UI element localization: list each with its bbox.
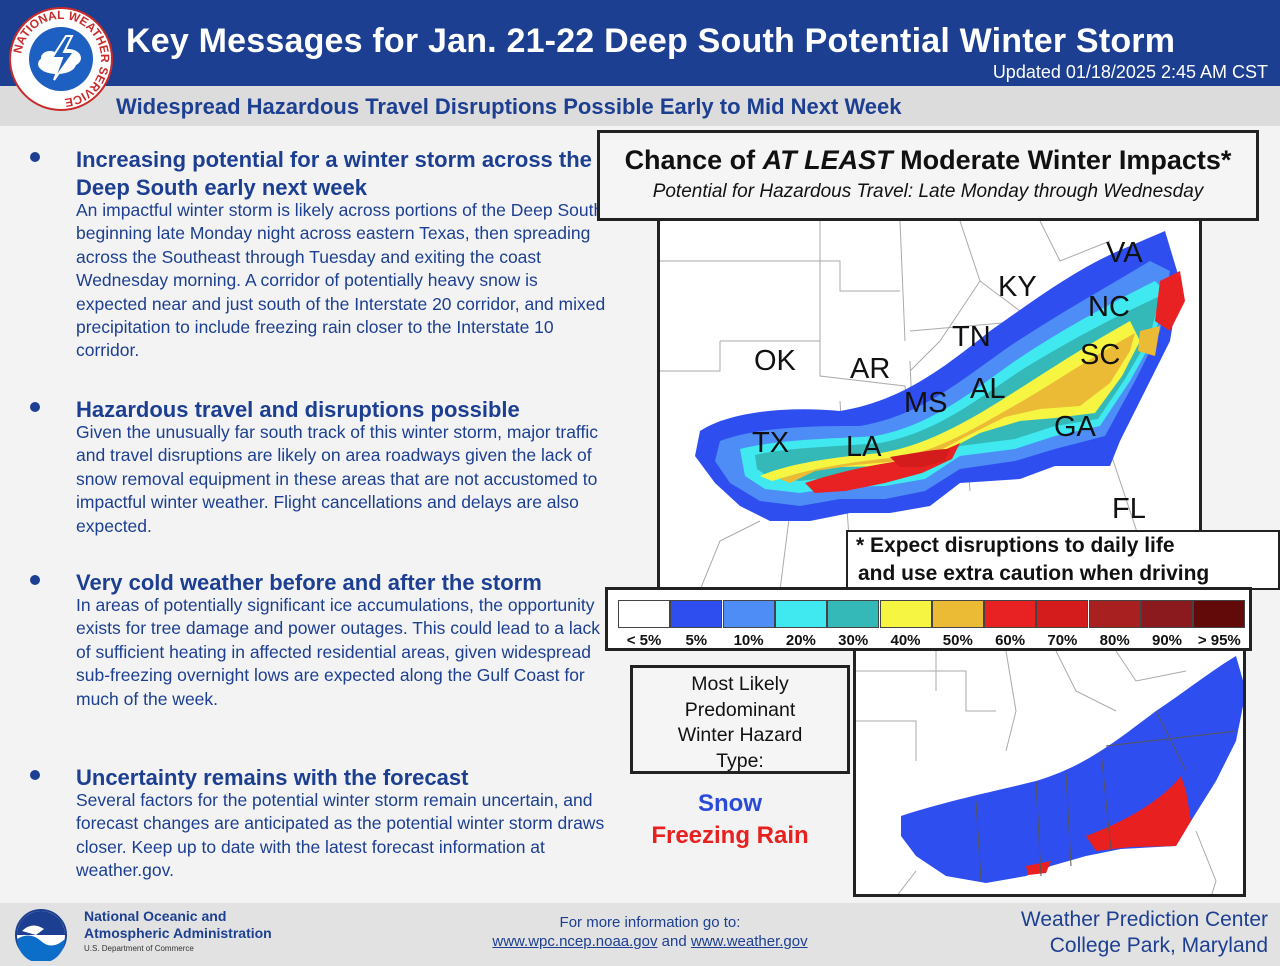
snow-legend-label: Snow: [698, 790, 762, 817]
disruption-note-line2: and use extra caution when driving: [858, 562, 1210, 585]
legend-label: 50%: [942, 632, 973, 649]
key-message-heading: Hazardous travel and disruptions possibl…: [76, 397, 520, 422]
key-message-body: Given the unusually far south track of t…: [76, 422, 598, 536]
impact-probability-map: VA KY NC TN SC OK AR AL MS GA TX LA FL: [657, 221, 1202, 590]
impact-map-graphic: [660, 221, 1185, 590]
state-label-fl: FL: [1112, 493, 1146, 525]
impact-map-subtitle: Potential for Hazardous Travel: Late Mon…: [652, 181, 1204, 202]
legend-swatch: [670, 600, 723, 628]
legend-label: 20%: [785, 632, 816, 649]
noaa-logo-icon: [15, 909, 67, 961]
hazard-type-map-graphic: [856, 651, 1243, 894]
legend-label: > 95%: [1197, 632, 1241, 649]
wpc-name: Weather Prediction Center: [1020, 908, 1268, 931]
legend-label: 10%: [733, 632, 764, 649]
disruption-note-line1: * Expect disruptions to daily life: [856, 534, 1175, 557]
wpc-location: College Park, Maryland: [1049, 934, 1268, 957]
impact-map-title: Chance of AT LEAST Moderate Winter Impac…: [624, 145, 1232, 175]
freezing-rain-legend-label: Freezing Rain: [651, 822, 809, 849]
state-label-la: LA: [846, 431, 882, 463]
legend-swatch: [1036, 600, 1089, 628]
hazard-type-line3: Winter Hazard: [677, 724, 803, 746]
bullet-icon: [30, 152, 40, 162]
legend-swatch: [879, 600, 932, 628]
bullet-icon: [30, 575, 40, 585]
state-label-ok: OK: [754, 345, 796, 377]
hazard-type-box: Most Likely Predominant Winter Hazard Ty…: [630, 665, 850, 774]
key-message-body: An impactful winter storm is likely acro…: [76, 200, 606, 361]
key-message-heading: Uncertainty remains with the forecast: [76, 765, 469, 790]
legend-swatch: [1141, 600, 1193, 628]
state-label-ar: AR: [850, 353, 891, 385]
noaa-name-line2: Atmospheric Administration: [84, 925, 272, 941]
hazard-type-map: [853, 651, 1246, 897]
legend-swatch: [1193, 600, 1246, 628]
subheader-bar: Widespread Hazardous Travel Disruptions …: [0, 86, 1280, 126]
legend-label: 30%: [838, 632, 869, 649]
state-label-tx: TX: [752, 427, 790, 459]
key-message-heading: Increasing potential for a winter storm …: [76, 147, 592, 200]
state-label-al: AL: [970, 373, 1006, 405]
impact-map-title-box: Chance of AT LEAST Moderate Winter Impac…: [597, 130, 1259, 221]
legend-label: 40%: [890, 632, 921, 649]
legend-swatch: [774, 600, 827, 628]
noaa-name-line1: National Oceanic and: [84, 908, 227, 924]
state-label-sc: SC: [1080, 339, 1121, 371]
legend-label: 70%: [1047, 632, 1078, 649]
updated-timestamp: Updated 01/18/2025 2:45 AM CST: [992, 62, 1268, 82]
page-title: Key Messages for Jan. 21-22 Deep South P…: [126, 22, 1176, 60]
bullet-icon: [30, 770, 40, 780]
state-label-ms: MS: [904, 387, 948, 419]
state-label-va: VA: [1106, 237, 1143, 269]
bullet-icon: [30, 402, 40, 412]
nws-logo-icon: NATIONAL WEATHER SERVICE: [9, 7, 113, 111]
legend-label: 60%: [995, 632, 1026, 649]
legend-swatch: [931, 600, 984, 628]
hazard-type-line2: Predominant: [684, 698, 796, 721]
legend-label: 80%: [1099, 632, 1130, 649]
weather-gov-link[interactable]: www.weather.gov: [690, 933, 808, 950]
hazard-type-line1: Most Likely: [691, 673, 789, 695]
key-message-heading: Very cold weather before and after the s…: [76, 570, 542, 595]
legend-label: < 5%: [626, 632, 662, 649]
legend-label: 5%: [685, 632, 708, 649]
footer-links: www.wpc.ncep.noaa.gov and www.weather.go…: [492, 933, 808, 950]
hazard-type-line4: Type:: [716, 749, 764, 772]
state-label-nc: NC: [1088, 291, 1130, 323]
state-label-ky: KY: [998, 271, 1037, 303]
state-label-ga: GA: [1054, 411, 1096, 443]
legend-swatch: [618, 600, 670, 628]
legend-label: 90%: [1151, 632, 1183, 649]
footer-bar: National Oceanic and Atmospheric Adminis…: [0, 903, 1280, 966]
page-subtitle: Widespread Hazardous Travel Disruptions …: [116, 94, 902, 119]
header-bar: Key Messages for Jan. 21-22 Deep South P…: [0, 0, 1280, 86]
legend-swatch: [1088, 600, 1141, 628]
probability-legend: < 5% 5% 10% 20% 30% 40% 50% 60% 70% 80% 90% > 95%: [605, 587, 1252, 651]
key-message-body: In areas of potentially significant ice …: [76, 595, 601, 709]
wpc-link[interactable]: www.wpc.ncep.noaa.gov: [492, 933, 658, 950]
key-message-body: Several factors for the potential winter…: [76, 790, 605, 881]
legend-swatch: [722, 600, 775, 628]
noaa-department: U.S. Department of Commerce: [84, 944, 194, 953]
more-info-text: For more information go to:: [559, 914, 741, 931]
legend-swatch: [984, 600, 1037, 628]
disruption-note-box: * Expect disruptions to daily life and u…: [846, 530, 1280, 590]
legend-swatch: [827, 600, 880, 628]
state-label-tn: TN: [952, 321, 991, 353]
